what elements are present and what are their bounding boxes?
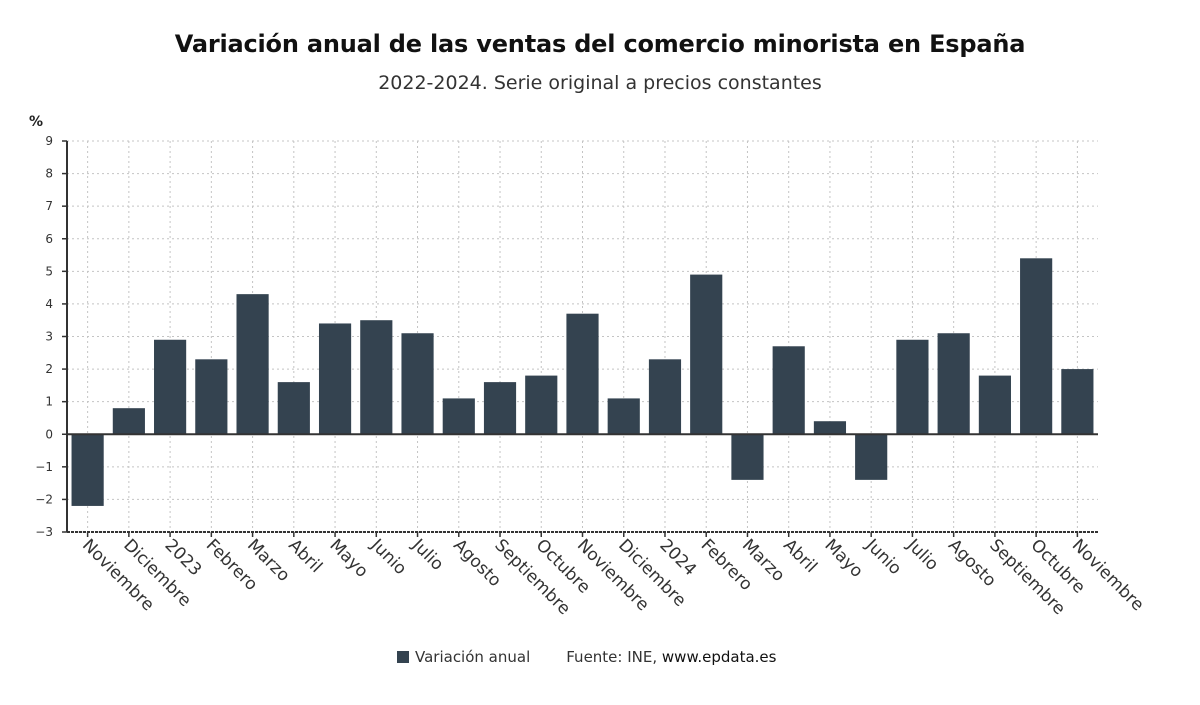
chart-subtitle: 2022-2024. Serie original a precios cons… xyxy=(378,72,822,94)
bar[interactable] xyxy=(195,359,228,435)
legend-swatch xyxy=(397,651,409,663)
x-tick-label: Mayo xyxy=(326,535,372,581)
bar[interactable] xyxy=(318,323,352,435)
y-tick-label: −3 xyxy=(35,525,53,539)
bar[interactable] xyxy=(71,434,104,506)
bar[interactable] xyxy=(1061,369,1094,435)
bar[interactable] xyxy=(648,359,682,435)
bar[interactable] xyxy=(978,375,1011,435)
y-tick-label: 0 xyxy=(45,427,53,441)
bar[interactable] xyxy=(1020,258,1053,435)
source-text: Fuente: INE, www.epdata.es xyxy=(566,648,776,666)
bar[interactable] xyxy=(896,339,929,435)
legend-series-label[interactable]: Variación anual xyxy=(415,648,531,666)
y-tick-label: 3 xyxy=(45,330,53,344)
chart-title: Variación anual de las ventas del comerc… xyxy=(174,30,1026,58)
y-axis-unit-label: % xyxy=(29,114,44,130)
source-link[interactable]: www.epdata.es xyxy=(661,648,777,666)
bar[interactable] xyxy=(607,398,640,435)
bars xyxy=(71,258,1094,506)
legend: Variación anual Fuente: INE, www.epdata.… xyxy=(397,648,776,666)
bar[interactable] xyxy=(566,313,599,435)
bar[interactable] xyxy=(690,274,723,435)
y-tick-label: 4 xyxy=(45,297,53,311)
bar[interactable] xyxy=(236,294,269,435)
bar[interactable] xyxy=(525,375,558,435)
y-tick-label: 6 xyxy=(45,232,53,246)
bar[interactable] xyxy=(483,382,517,435)
y-tick-label: −2 xyxy=(35,492,53,506)
y-tick-label: 7 xyxy=(45,199,53,213)
y-tick-label: 9 xyxy=(45,134,53,148)
bar[interactable] xyxy=(442,398,475,435)
y-tick-label: −1 xyxy=(35,460,53,474)
bar[interactable] xyxy=(112,408,145,435)
x-tick-label: Julio xyxy=(902,535,942,575)
bar[interactable] xyxy=(937,333,970,435)
axes xyxy=(66,141,1098,533)
bar[interactable] xyxy=(813,421,847,435)
y-axis-ticks: 9 8 7 6 5 4 3 2 1 0 −1 −2 −3 xyxy=(35,134,67,539)
bar[interactable] xyxy=(277,382,310,435)
y-tick-label: 2 xyxy=(45,362,53,376)
bar[interactable] xyxy=(855,434,888,480)
y-tick-label: 5 xyxy=(45,264,53,278)
source-prefix: Fuente: INE, xyxy=(566,648,658,666)
x-tick-label: Julio xyxy=(407,535,447,575)
bar[interactable] xyxy=(731,434,764,480)
x-tick-label: Junio xyxy=(366,535,410,579)
y-tick-label: 8 xyxy=(45,167,53,181)
bar[interactable] xyxy=(401,333,434,435)
bar[interactable] xyxy=(772,346,805,435)
bar[interactable] xyxy=(360,320,393,435)
y-tick-label: 1 xyxy=(45,395,53,409)
x-tick-label: Junio xyxy=(861,535,905,579)
bar[interactable] xyxy=(154,339,187,435)
x-tick-label: Mayo xyxy=(820,535,866,581)
